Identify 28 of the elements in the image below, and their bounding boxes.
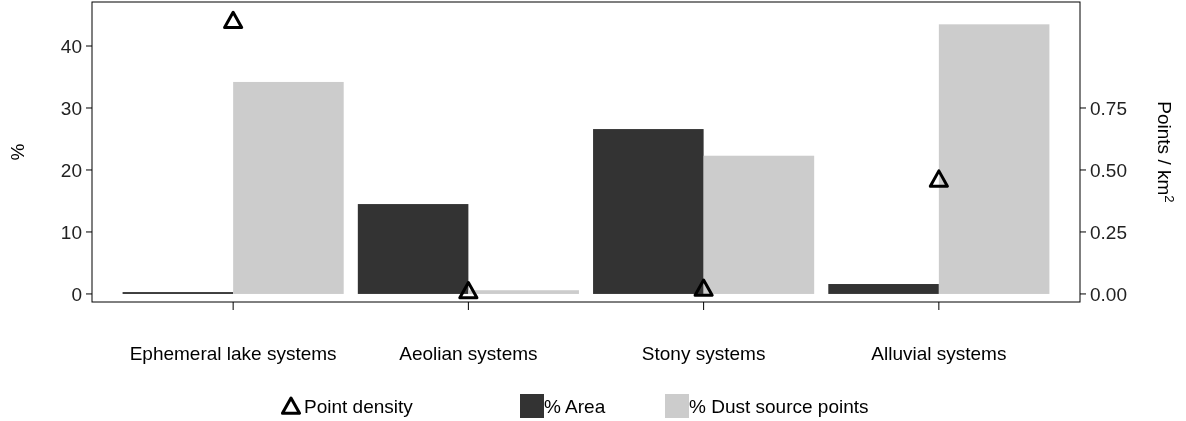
- y-tick-label: 30: [60, 97, 82, 119]
- bar: [233, 81, 344, 294]
- bar: [703, 155, 815, 294]
- point: [223, 10, 244, 30]
- bar: [828, 284, 939, 294]
- bar: [468, 290, 579, 294]
- bar: [938, 24, 1050, 294]
- y-tick-label: 20: [60, 159, 82, 181]
- y-tick-label: 10: [60, 221, 82, 243]
- x-tick-label: Ephemeral lake systems: [129, 343, 337, 364]
- y-axis-title: %: [7, 143, 28, 161]
- legend-label: % Area: [544, 395, 606, 417]
- x-tick-label: Stony systems: [641, 343, 766, 364]
- x-tick-label: Aeolian systems: [399, 343, 538, 364]
- y2-tick-label: 0.00: [1090, 283, 1127, 305]
- bar: [357, 204, 469, 294]
- point: [928, 169, 949, 188]
- legend-label: Point density: [304, 395, 414, 417]
- y2-tick-label: 0.50: [1090, 159, 1127, 181]
- x-tick-label: Alluvial systems: [871, 343, 1007, 364]
- y-tick-label: 0: [71, 283, 82, 305]
- y-tick-label: 40: [60, 35, 82, 57]
- point: [693, 278, 714, 297]
- point: [458, 280, 479, 300]
- y2-tick-label: 0.75: [1090, 97, 1127, 119]
- y2-tick-label: 0.25: [1090, 221, 1127, 243]
- bar: [593, 129, 704, 294]
- legend-label: % Dust source points: [689, 395, 869, 417]
